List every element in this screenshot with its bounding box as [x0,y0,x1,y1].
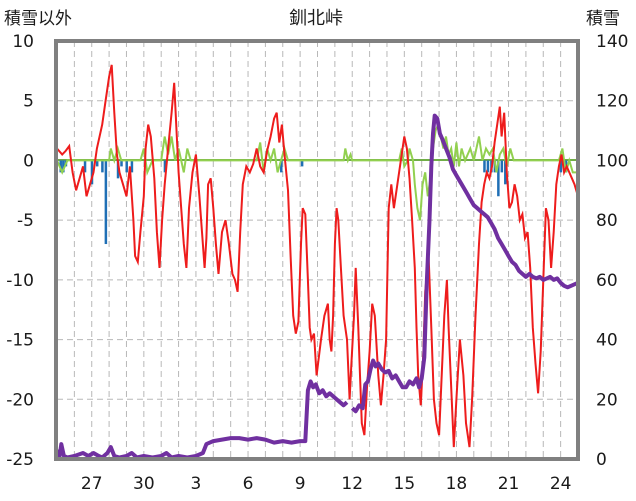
precip-bar [163,160,167,173]
temperature-series-line [56,64,579,448]
x-tick-label: 18 [446,474,468,494]
precip-bar [483,160,486,173]
precip-bar [130,160,134,173]
precip-bar [559,160,563,173]
precip-bar [95,160,99,167]
x-tick-label: 30 [133,474,155,494]
left-tick-label: -15 [6,331,34,351]
right-tick-label: 80 [596,211,618,231]
x-tick-label: 27 [81,474,103,494]
right-axis-label: 積雪 [586,9,620,29]
wind-series-line [56,121,578,221]
plot-frame [54,39,580,461]
right-tick-label: 120 [596,92,628,112]
precip-bar [500,160,504,173]
right-tick-label: 40 [596,331,618,351]
precip-bar [101,160,104,173]
right-tick-label: 140 [596,32,628,52]
left-tick-label: -5 [17,211,34,231]
x-tick-label: 15 [394,474,416,494]
precip-bar [504,160,507,185]
right-tick-label: 20 [596,390,618,410]
right-tick-label: 60 [596,271,618,291]
precip-bar [486,160,490,173]
precip-bar [280,160,283,173]
x-axis-ticks: 27 30 3 6 9 12 15 18 21 24 [81,474,572,494]
precip-bar [83,160,87,173]
precip-bar [120,160,123,167]
left-axis-label: 積雪以外 [4,9,72,29]
snow-depth-series-line [55,379,349,460]
precip-bar [300,160,304,167]
precip-bar [125,160,128,173]
chart-title: 釧北峠 [289,8,343,29]
precip-bar [90,160,94,185]
x-tick-label: 21 [498,474,520,494]
right-tick-label: 0 [596,450,607,470]
x-tick-label: 3 [191,474,202,494]
precip-bar [104,160,108,245]
left-tick-label: 10 [12,32,34,52]
left-tick-label: -10 [6,271,34,291]
precip-bar [62,160,65,173]
x-tick-label: 24 [550,474,572,494]
left-axis-ticks: 10 5 0 -5 -10 -15 -20 -25 [6,32,34,470]
left-tick-label: 5 [23,92,34,112]
right-tick-label: 100 [596,151,628,171]
left-tick-label: -20 [6,390,34,410]
x-tick-label: 6 [243,474,254,494]
precip-bar [59,160,62,173]
right-axis-ticks: 140 120 100 80 60 40 20 0 [596,32,628,470]
snow-depth-series-line-after-gap [350,113,579,414]
left-tick-label: 0 [23,151,34,171]
left-tick-label: -25 [6,450,34,470]
precip-bar [497,160,500,197]
precip-bar [116,160,120,179]
x-tick-label: 9 [295,474,306,494]
x-tick-label: 12 [341,474,363,494]
